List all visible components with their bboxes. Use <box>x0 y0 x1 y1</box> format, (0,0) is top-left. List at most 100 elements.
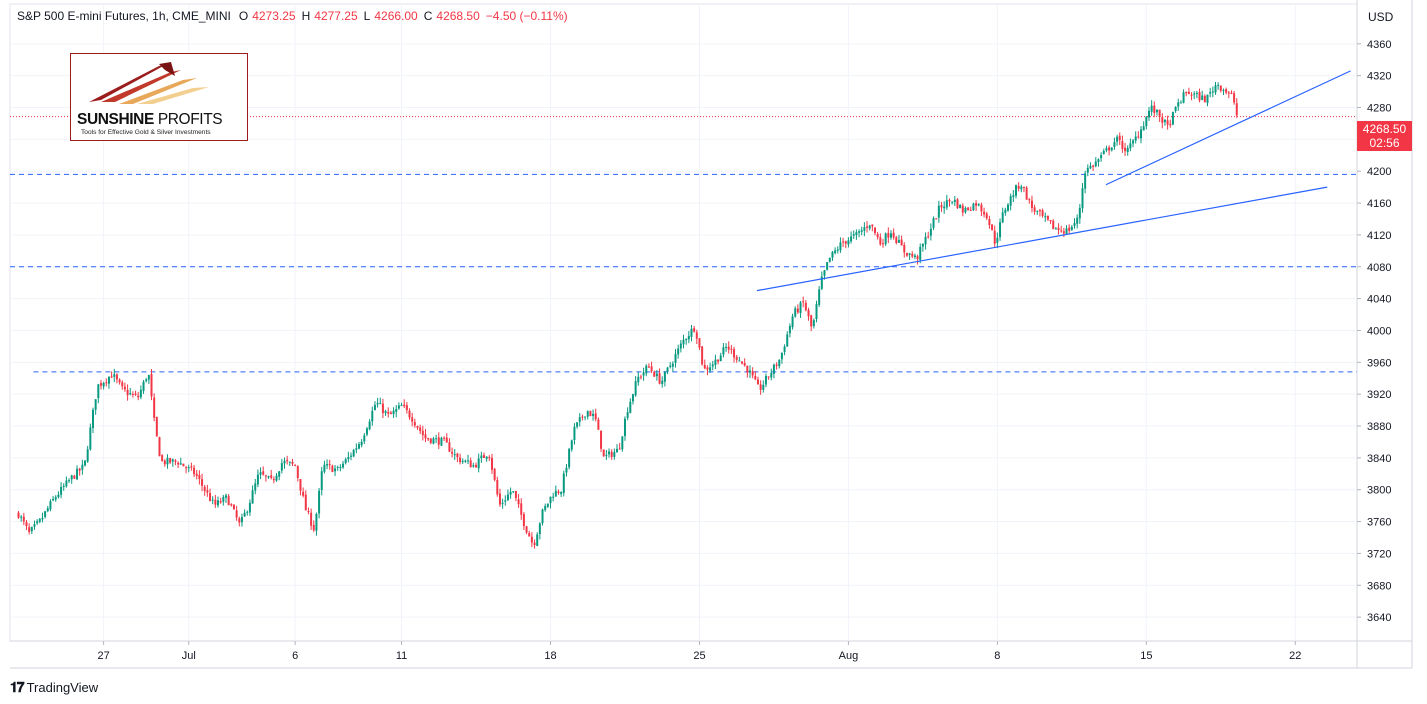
candle-body <box>453 454 456 456</box>
time-axis[interactable]: 27 Jul 6 11 18 25 Aug 8 15 22 <box>98 641 1302 662</box>
candle-body <box>650 366 653 372</box>
candle-body <box>41 517 44 520</box>
y-tick-label: 3920 <box>1367 389 1391 401</box>
candle-body <box>1121 141 1124 149</box>
candle-body <box>1132 140 1135 144</box>
y-tick-label: 4360 <box>1367 39 1391 51</box>
candle-body <box>302 491 305 496</box>
candle-body <box>1113 142 1116 147</box>
candle-body <box>698 338 701 348</box>
candle-body <box>1211 91 1214 93</box>
candle-body <box>78 468 81 471</box>
candle-body <box>717 359 720 362</box>
candle-body <box>76 468 79 480</box>
candle-body <box>889 233 892 238</box>
candle-body <box>129 393 132 395</box>
candle-body <box>105 382 108 384</box>
candle-body <box>20 516 23 518</box>
candle-body <box>509 491 512 495</box>
candle-body <box>1081 188 1084 209</box>
candle-body <box>163 460 166 465</box>
candle-body <box>230 504 233 506</box>
x-tick-label: Aug <box>839 650 859 662</box>
candle-body <box>1222 89 1225 91</box>
candle-body <box>1203 95 1206 103</box>
candle-body <box>863 227 866 231</box>
candle-body <box>592 413 595 416</box>
candle-body <box>560 492 563 495</box>
candle-body <box>389 412 392 415</box>
candle-body <box>751 371 754 376</box>
candle-body <box>142 381 145 391</box>
candle-body <box>932 218 935 228</box>
candle-body <box>246 511 249 513</box>
candle-body <box>299 479 302 491</box>
candle-body <box>791 316 794 328</box>
candle-body <box>1108 147 1111 151</box>
candle-body <box>193 467 196 475</box>
candle-body <box>876 234 879 238</box>
candle-body <box>318 490 321 514</box>
candle-body <box>1017 185 1020 189</box>
candle-body <box>1068 227 1071 231</box>
open-value: 4273.25 <box>252 9 296 23</box>
candle-body <box>810 315 813 327</box>
candle-body <box>235 510 238 518</box>
candle-body <box>304 494 307 511</box>
candle-body <box>1214 85 1217 93</box>
candle-body <box>927 236 930 238</box>
candle-body <box>778 359 781 367</box>
candle-body <box>1155 109 1158 113</box>
candle-body <box>206 490 209 493</box>
candle-body <box>240 516 243 523</box>
candle-body <box>733 349 736 358</box>
candle-body <box>929 228 932 236</box>
y-tick-label: 4320 <box>1367 71 1391 83</box>
candle-body <box>1182 92 1185 103</box>
candle-body <box>999 222 1002 238</box>
candle-body <box>616 448 619 453</box>
y-tick-label: 4120 <box>1367 230 1391 242</box>
candle-body <box>174 460 177 462</box>
candle-body <box>977 204 980 206</box>
candle-body <box>97 384 100 399</box>
candle-body <box>166 457 169 465</box>
candle-body <box>52 498 55 501</box>
candle-body <box>384 411 387 413</box>
candle-body <box>222 496 225 502</box>
candle-body <box>552 496 555 498</box>
logo-name-bold: SUNSHINE <box>77 111 154 128</box>
candle-body <box>631 394 634 402</box>
candle-body <box>1198 91 1201 101</box>
candle-body <box>988 219 991 226</box>
candle-body <box>134 393 137 395</box>
candle-body <box>121 382 124 387</box>
candle-body <box>347 456 350 460</box>
candle-body <box>1009 196 1012 206</box>
candle-body <box>198 474 201 480</box>
candlestick-series <box>17 81 1238 549</box>
candle-body <box>754 376 757 380</box>
candle-body <box>190 466 193 468</box>
candle-body <box>924 236 927 245</box>
candle-body <box>629 401 632 413</box>
candle-body <box>661 380 664 384</box>
currency-label[interactable]: USD <box>1368 10 1394 24</box>
candle-body <box>264 475 267 477</box>
candle-body <box>1179 102 1182 104</box>
candle-body <box>637 376 640 383</box>
candle-body <box>775 364 778 366</box>
candle-body <box>975 203 978 206</box>
candle-body <box>647 366 650 368</box>
candle-body <box>328 464 331 466</box>
candle-body <box>70 475 73 480</box>
candle-body <box>1230 92 1233 94</box>
candle-body <box>1086 167 1089 173</box>
candle-body <box>1150 105 1153 112</box>
candle-body <box>799 302 802 314</box>
tradingview-logo[interactable]: 𝟏𝟕 TradingView <box>10 679 98 696</box>
candle-body <box>46 508 49 512</box>
candle-body <box>467 460 470 462</box>
candle-body <box>839 242 842 251</box>
